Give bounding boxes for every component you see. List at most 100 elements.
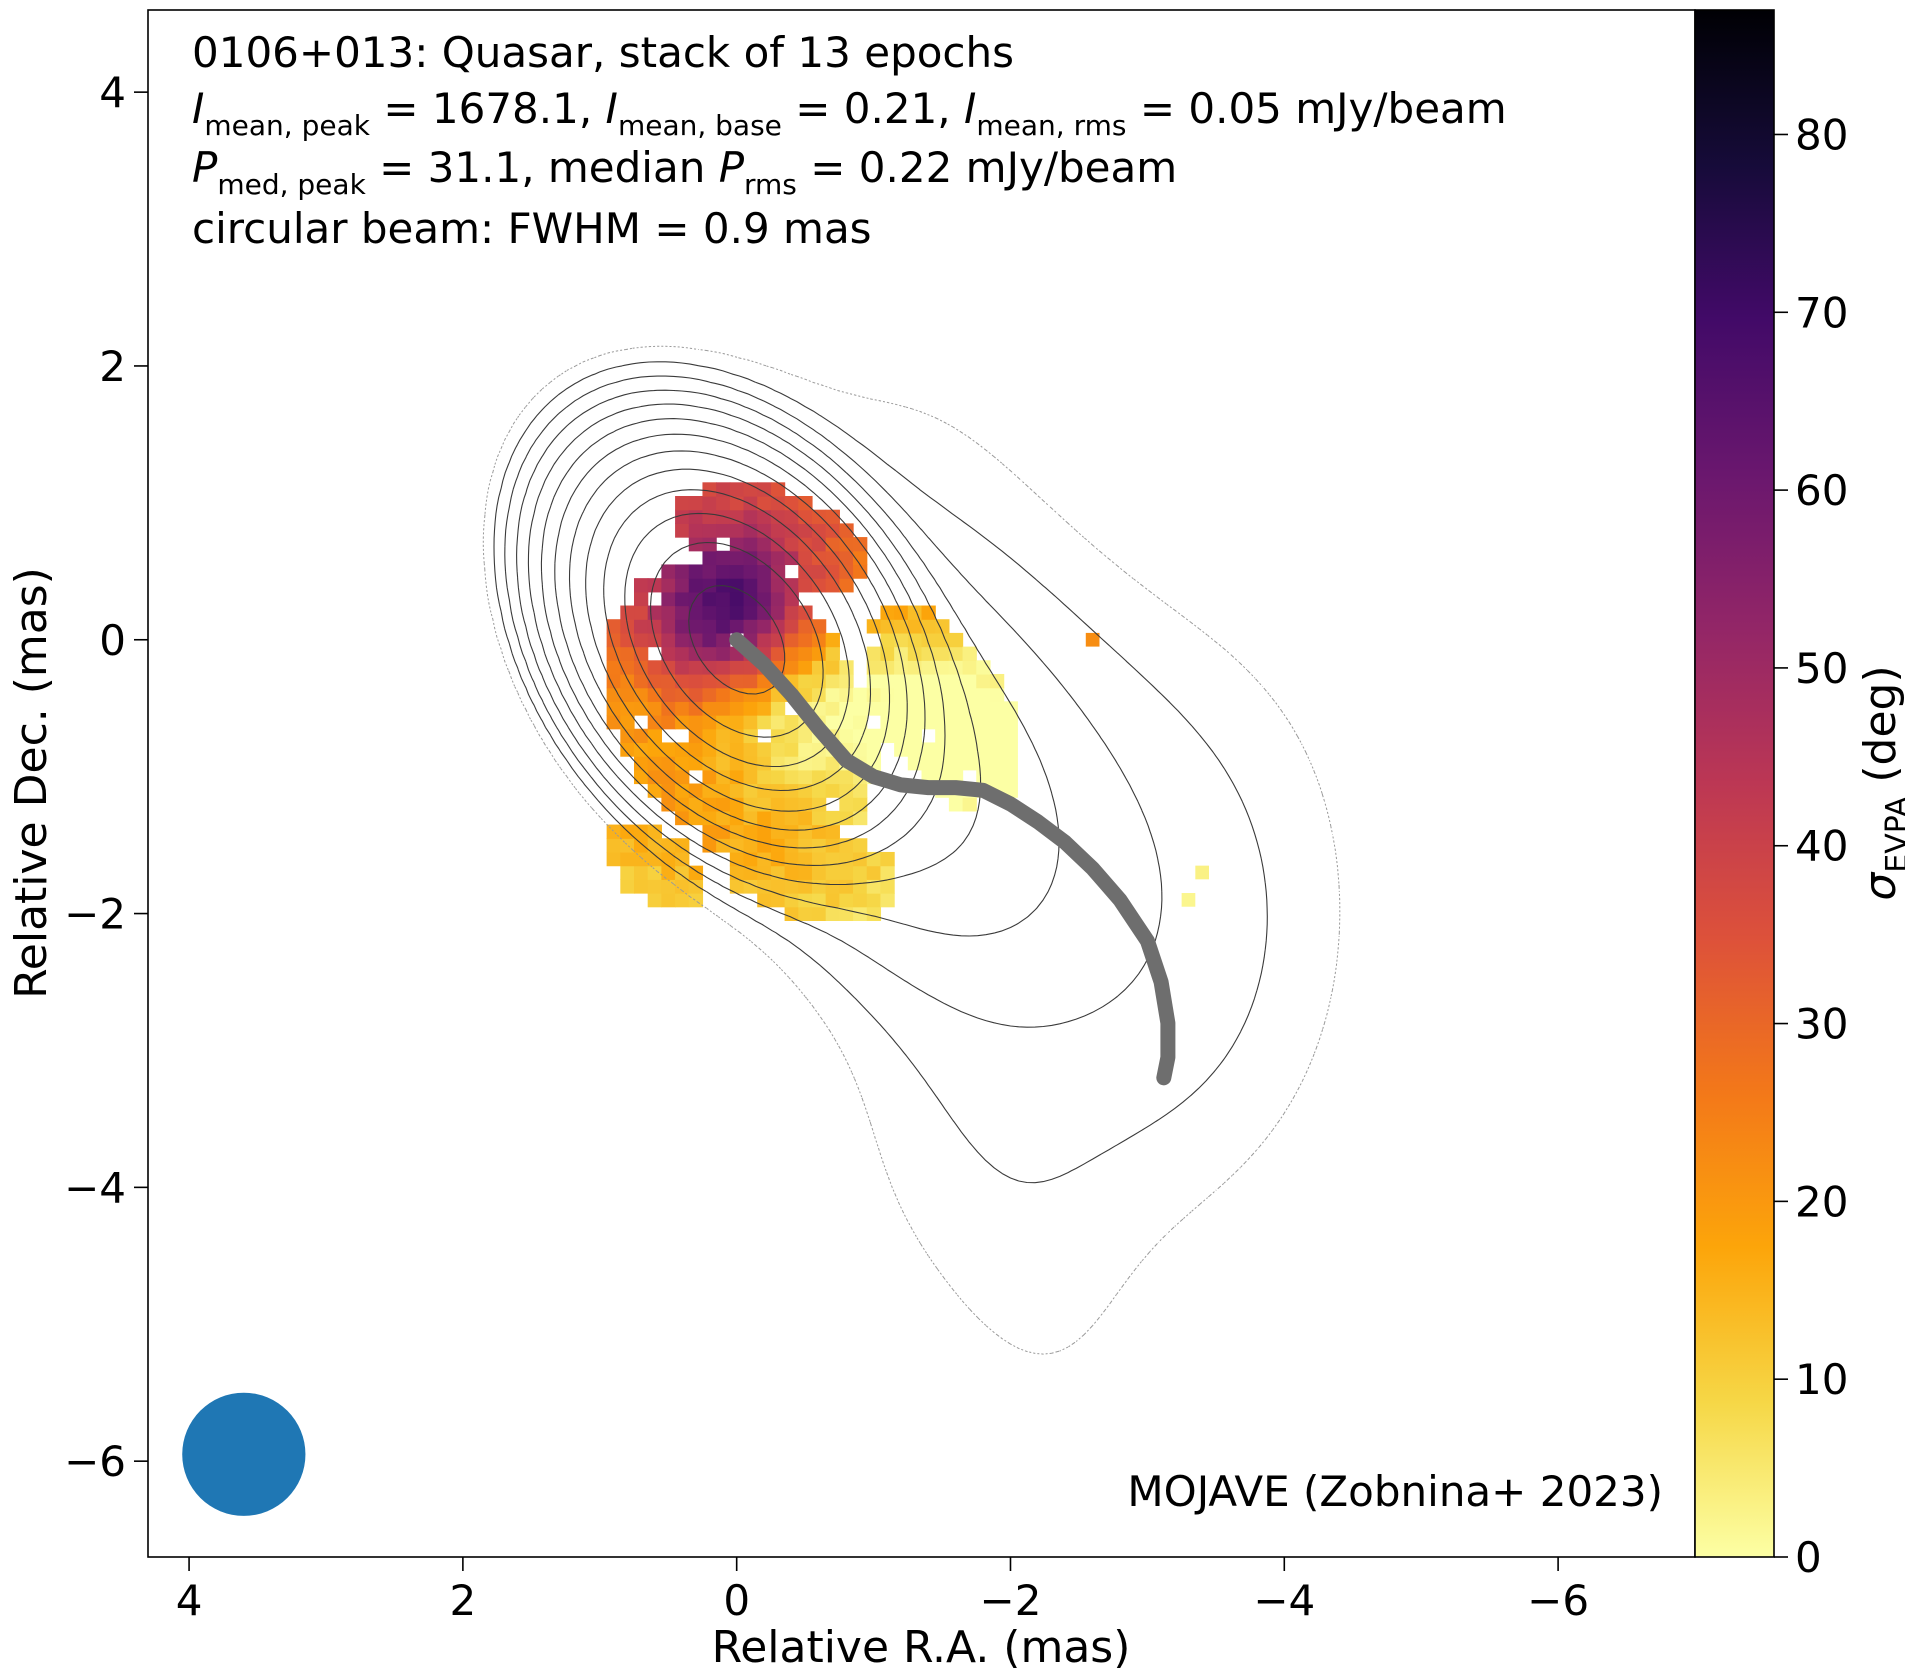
heatmap-cell	[702, 769, 717, 785]
x-tick-label: −6	[1527, 1576, 1589, 1625]
heatmap-cell	[757, 756, 772, 771]
contour-level	[527, 403, 982, 886]
heatmap-cell	[743, 591, 758, 607]
heatmap-cell	[743, 824, 758, 839]
heatmap-cell	[907, 742, 923, 757]
heatmap-cell	[784, 578, 799, 593]
heatmap-cell	[798, 646, 813, 661]
heatmap-cell	[921, 673, 936, 689]
heatmap-cell	[962, 646, 977, 661]
heatmap-cell	[811, 742, 827, 757]
heatmap-cell	[866, 646, 882, 661]
heatmap-cell	[688, 496, 704, 511]
heatmap-cell	[1085, 632, 1100, 647]
heatmap-cell	[948, 742, 964, 757]
heatmap-cell	[729, 673, 745, 689]
heatmap-cell	[757, 496, 772, 511]
heatmap-cell	[770, 797, 786, 812]
heatmap-cell	[921, 660, 936, 675]
heatmap-cell	[811, 646, 827, 661]
heatmap-cell	[976, 673, 991, 689]
heatmap-cell	[921, 715, 936, 730]
heatmap-cell	[921, 687, 936, 702]
plot-area	[147, 9, 1696, 1558]
heatmap-cell	[798, 838, 813, 853]
heatmap-cell	[688, 701, 704, 716]
heatmap-cell	[634, 673, 649, 689]
heatmap-cell	[634, 591, 649, 607]
heatmap-cell	[620, 673, 635, 689]
heatmap-cell	[620, 728, 635, 744]
heatmap-cell	[825, 851, 840, 867]
heatmap-cell	[702, 550, 717, 566]
heatmap-cell	[716, 646, 731, 661]
heatmap-cell	[675, 523, 690, 538]
heatmap-cell	[757, 632, 772, 648]
heatmap-cell	[675, 769, 690, 785]
heatmap-cell	[647, 578, 662, 593]
heatmap-cell	[770, 756, 786, 771]
heatmap-cell	[798, 893, 813, 908]
heatmap-cell	[716, 769, 731, 785]
heatmap-cell	[661, 756, 676, 771]
heatmap-cell	[770, 851, 786, 867]
heatmap-cell	[811, 660, 827, 675]
heatmap-cell	[989, 769, 1005, 785]
heatmap-cell	[729, 509, 745, 524]
contour-level	[504, 375, 1163, 1028]
heatmap-cell	[634, 619, 649, 634]
heatmap-cell	[716, 715, 731, 730]
heatmap-cell	[962, 797, 977, 812]
heatmap-cell	[634, 865, 649, 880]
info-polarization-line: Pmed, peak = 31.1, median Prms = 0.22 mJ…	[192, 143, 1177, 201]
heatmap-cell	[921, 742, 936, 757]
heatmap-cell	[948, 715, 964, 730]
heatmap-cell	[907, 619, 923, 634]
heatmap-cell	[675, 496, 690, 511]
heatmap-cell	[921, 619, 936, 634]
heatmap-cell	[989, 756, 1005, 771]
heatmap-cell	[825, 509, 840, 524]
heatmap-cell	[757, 537, 772, 552]
beam-ellipse	[182, 1392, 306, 1516]
heatmap-cell	[798, 783, 813, 798]
heatmap-cell	[729, 715, 745, 730]
heatmap-cell	[866, 742, 882, 757]
info-title-line: 0106+013: Quasar, stack of 13 epochs	[192, 28, 1014, 77]
y-tick-label: −2	[64, 890, 126, 939]
heatmap-cell	[688, 673, 704, 689]
heatmap-cell	[839, 660, 854, 675]
heatmap-cell	[743, 838, 758, 853]
heatmap-cell	[757, 742, 772, 757]
heatmap-cell	[798, 550, 813, 566]
y-axis: 4 2 0 −2 −4 −6	[64, 68, 148, 1486]
heatmap-cell	[743, 537, 758, 552]
heatmap-cell	[702, 482, 717, 497]
heatmap-cell	[825, 715, 840, 730]
heatmap-cell	[1003, 715, 1018, 730]
heatmap-cell	[688, 523, 704, 538]
heatmap-cell	[770, 550, 786, 566]
heatmap-cell	[634, 838, 649, 853]
heatmap-cell	[839, 728, 854, 744]
beam-marker	[182, 1392, 306, 1516]
x-axis: 4 2 0 −2 −4 −6	[176, 1557, 1589, 1625]
heatmap-cell	[907, 728, 923, 744]
heatmap-cell	[729, 797, 745, 812]
heatmap-cell	[647, 865, 662, 880]
y-tick-label: −6	[64, 1437, 126, 1486]
heatmap-cell	[716, 523, 731, 538]
heatmap-cell	[661, 715, 676, 730]
heatmap-cell	[661, 591, 676, 607]
heatmap-cell	[743, 865, 758, 880]
heatmap-cell	[784, 756, 799, 771]
heatmap-cell	[880, 632, 895, 648]
heatmap-cell	[853, 893, 868, 908]
heatmap-cell	[935, 728, 950, 744]
heatmap-cell	[907, 605, 923, 620]
contour-level	[540, 418, 946, 866]
heatmap-cell	[825, 824, 840, 839]
y-tick-label: 2	[99, 342, 126, 391]
heatmap-cell	[784, 646, 799, 661]
heatmap-cell	[798, 851, 813, 867]
